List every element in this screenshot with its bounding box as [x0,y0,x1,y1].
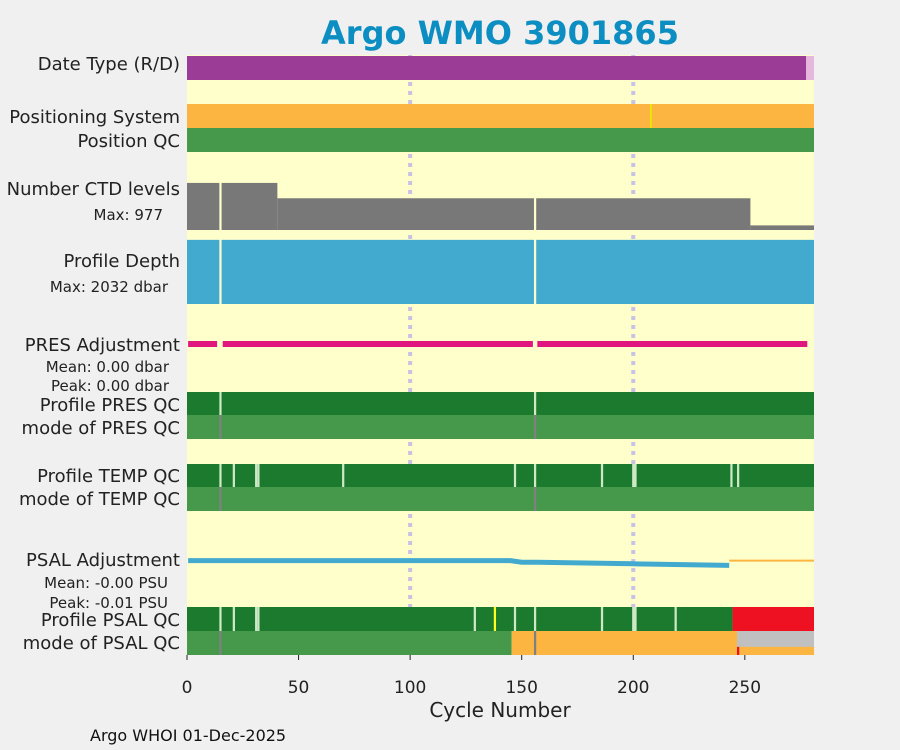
label-positioning-system: Positioning System [9,107,180,128]
xtick-label-150: 150 [505,678,537,698]
temp_qc-segment-4 [257,464,260,487]
positioning-segment-0 [187,104,814,128]
x-axis-label: Cycle Number [429,698,571,722]
temp_qc-segment-0 [187,464,814,487]
row-labels: Date Type (R/D) Positioning System Positio… [7,54,180,654]
label-psal-peak: Peak: -0.01 PSU [49,594,168,612]
profile-depth-bar-4 [536,239,814,304]
psal_qc-segment-2 [219,607,222,631]
ctd-levels-bar-3 [277,198,534,230]
vertical-gridlines [408,55,636,655]
data-bars [187,56,814,655]
psal_mode-segment-0 [187,631,512,655]
temp_mode-segment-0 [187,487,814,511]
label-pres-adjustment: PRES Adjustment [25,335,180,356]
psal_qc-segment-3 [232,607,235,631]
temp_qc-segment-5 [342,464,345,487]
psal_mode-segment-5 [737,646,740,655]
label-mode-psal-qc: mode of PSAL QC [23,633,180,654]
psal_qc-segment-0 [187,607,733,631]
xtick-label-250: 250 [729,678,761,698]
temp_mode-segment-1 [219,487,222,511]
label-pres-mean: Mean: 0.00 dbar [46,358,170,376]
x-axis-ticks: 0 50 100 150 200 250 [182,655,761,698]
label-mode-pres-qc: mode of PRES QC [22,418,180,439]
psal_qc-segment-11 [632,607,637,631]
positioning-segment-1 [649,104,652,128]
label-psal-mean: Mean: -0.00 PSU [44,574,168,592]
label-profile-depth: Profile Depth [63,251,180,272]
psal_mode-segment-4 [737,631,814,647]
psal_qc-segment-4 [255,607,258,631]
xtick-label-200: 200 [617,678,649,698]
psal_qc-segment-5 [257,607,260,631]
ctd-levels-bar-6 [750,225,814,230]
psal_qc-segment-8 [513,607,517,631]
temp_qc-segment-6 [513,464,517,487]
profile-depth-bar-0 [187,239,220,304]
psal_qc-segment-10 [600,607,604,631]
pres_qc-segment-2 [533,392,537,415]
label-ctd-levels: Number CTD levels [7,179,180,200]
position_qc-segment-0 [187,128,814,152]
temp_qc-segment-8 [600,464,604,487]
chart-title: Argo WMO 3901865 [321,14,679,52]
temp_qc-segment-7 [533,464,537,487]
pres_mode-segment-2 [533,415,537,439]
xtick-label-50: 50 [288,678,310,698]
plot-background [187,55,814,655]
psal_qc-segment-9 [533,607,537,631]
psal_mode-segment-3 [533,631,537,655]
label-profile-temp-qc: Profile TEMP QC [37,466,180,487]
ctd-levels-bar-2 [221,182,278,230]
psal_qc-segment-12 [674,607,677,631]
label-psal-adjustment: PSAL Adjustment [26,550,180,571]
psal-adjustment-line [188,558,730,568]
footer-credit: Argo WHOI 01-Dec-2025 [90,726,286,745]
label-profile-psal-qc: Profile PSAL QC [41,610,180,631]
xtick-label-0: 0 [182,678,193,698]
pres_mode-segment-0 [187,415,814,439]
xtick-label-100: 100 [394,678,426,698]
ctd-levels-bar-5 [536,198,751,230]
temp_qc-segment-10 [730,464,733,487]
label-date-type: Date Type (R/D) [38,54,180,75]
psal_qc-segment-6 [473,607,476,631]
temp_qc-segment-2 [232,464,235,487]
temp_mode-segment-2 [533,487,537,511]
date_type-segment-0 [187,56,807,80]
psal_qc-segment-7 [493,607,497,631]
pres_qc-segment-0 [187,392,814,415]
pres_mode-segment-1 [219,415,222,439]
label-profile-pres-qc: Profile PRES QC [40,395,180,416]
temp_qc-segment-3 [255,464,258,487]
profile-depth-bar-2 [221,239,534,304]
ctd-levels-bar-0 [187,182,220,230]
temp_qc-segment-1 [219,464,222,487]
label-profile-depth-max: Max: 2032 dbar [50,278,169,296]
date_type-segment-1 [806,56,814,80]
psal_mode-segment-2 [219,631,222,655]
label-ctd-max: Max: 977 [94,206,163,224]
temp_qc-segment-11 [737,464,740,487]
label-pres-peak: Peak: 0.00 dbar [51,377,170,395]
label-mode-temp-qc: mode of TEMP QC [19,489,180,510]
psal_qc-segment-1 [732,607,814,631]
pres_qc-segment-1 [219,392,222,415]
temp_qc-segment-9 [632,464,637,487]
label-position-qc: Position QC [77,131,180,152]
